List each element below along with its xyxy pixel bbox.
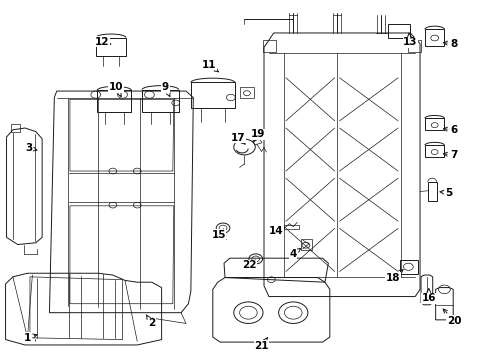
- Text: 6: 6: [443, 125, 457, 135]
- Text: 4: 4: [289, 248, 300, 258]
- Text: 22: 22: [242, 260, 256, 270]
- Text: 15: 15: [211, 229, 225, 240]
- Text: 20: 20: [442, 309, 461, 325]
- Text: 13: 13: [402, 33, 417, 47]
- Text: 19: 19: [250, 129, 264, 142]
- Text: 5: 5: [439, 188, 452, 198]
- Text: 2: 2: [146, 315, 155, 328]
- Text: 21: 21: [254, 338, 268, 351]
- Text: 11: 11: [201, 59, 218, 72]
- Text: 1: 1: [24, 333, 37, 343]
- Text: 3: 3: [25, 143, 37, 153]
- Text: 14: 14: [268, 226, 285, 236]
- Text: 10: 10: [109, 82, 123, 96]
- Text: 18: 18: [385, 270, 402, 283]
- Text: 12: 12: [95, 37, 111, 46]
- Text: 8: 8: [443, 39, 457, 49]
- Text: 17: 17: [230, 133, 245, 144]
- Text: 9: 9: [162, 82, 170, 96]
- Text: 16: 16: [421, 289, 435, 303]
- Text: 7: 7: [443, 150, 457, 160]
